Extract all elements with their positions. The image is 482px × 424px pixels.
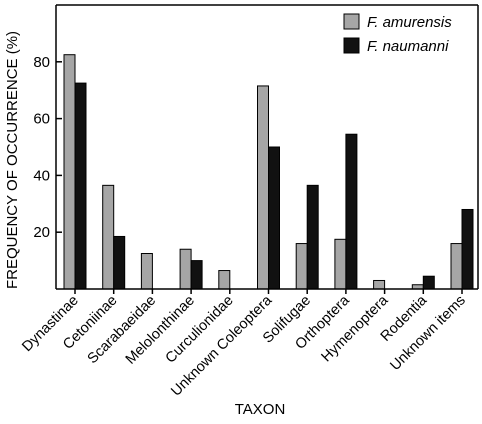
bar-f-amurensis-3 bbox=[179, 248, 192, 290]
axes-layer bbox=[55, 4, 479, 290]
bar-f-amurensis-8 bbox=[373, 279, 386, 290]
legend: F. amurensis F. naumanni bbox=[343, 13, 452, 55]
bar-f-amurensis-0 bbox=[63, 54, 76, 290]
y-tick-label: 60 bbox=[33, 111, 50, 128]
legend-swatch bbox=[343, 13, 360, 30]
y-ticks-layer: 20 40 60 80 bbox=[33, 54, 62, 241]
bar-f-amurensis-10 bbox=[450, 243, 463, 290]
x-tick-label: Curculionidae bbox=[163, 293, 237, 367]
legend-swatch bbox=[343, 37, 360, 54]
legend-label: F. naumanni bbox=[367, 38, 449, 55]
x-axis-label: TAXON bbox=[235, 401, 286, 418]
y-tick-label: 80 bbox=[33, 54, 50, 71]
bar-f-amurensis-4 bbox=[218, 270, 231, 290]
bar-f-amurensis-1 bbox=[102, 184, 115, 290]
bar-f-amurensis-5 bbox=[257, 85, 269, 290]
y-axis-label: FREQUENCY OF OCCURRENCE (%) bbox=[4, 31, 21, 289]
bar-f-naumanni-5 bbox=[268, 146, 280, 290]
y-tick-label: 20 bbox=[33, 224, 50, 241]
bar-f-naumanni-9 bbox=[422, 275, 435, 290]
y-tick-label: 40 bbox=[33, 167, 50, 184]
bar-f-naumanni-7 bbox=[345, 133, 358, 290]
bar-f-amurensis-2 bbox=[140, 253, 153, 290]
x-tick-label: Hymenoptera bbox=[319, 292, 393, 366]
x-ticks-layer: DynastinaeCetoniinaeScarabaeidaeMelolont… bbox=[19, 289, 469, 400]
bar-f-naumanni-6 bbox=[306, 184, 319, 290]
bars-layer bbox=[63, 54, 474, 290]
bar-f-naumanni-0 bbox=[74, 82, 87, 290]
bar-f-naumanni-3 bbox=[190, 260, 203, 290]
bar-f-naumanni-1 bbox=[113, 235, 126, 290]
bar-f-naumanni-10 bbox=[461, 208, 474, 290]
legend-label: F. amurensis bbox=[367, 14, 452, 31]
bar-f-amurensis-7 bbox=[334, 238, 347, 290]
bar-f-amurensis-6 bbox=[295, 243, 308, 290]
